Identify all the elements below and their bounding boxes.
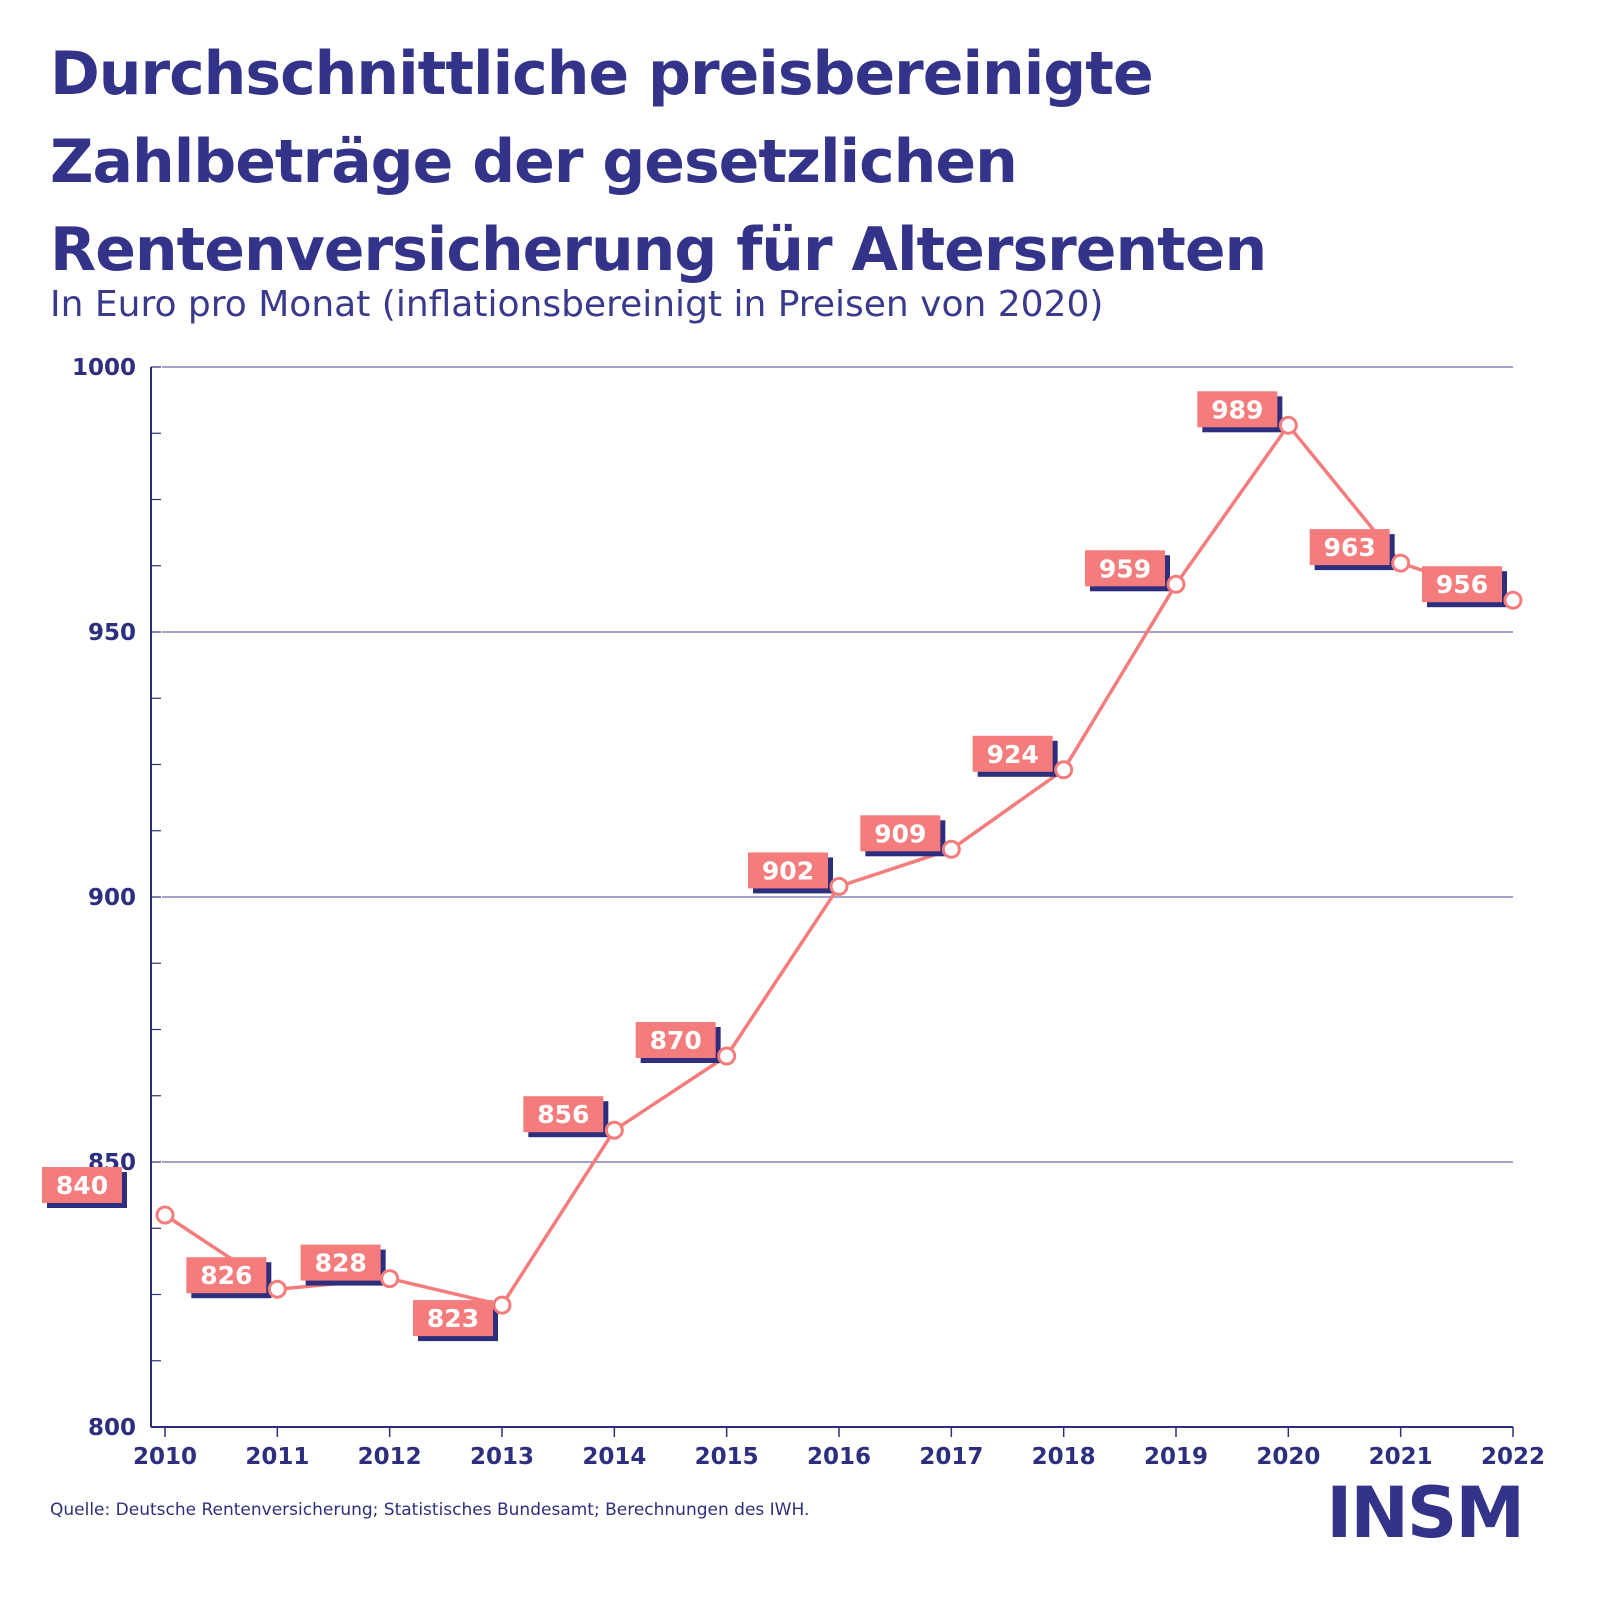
title-line-2: Zahlbeträge der gesetzlichen bbox=[50, 127, 1018, 197]
data-point-2017 bbox=[941, 839, 961, 859]
data-label-box-2014 bbox=[523, 1096, 604, 1133]
x-tick-label-2022: 2022 bbox=[1481, 1444, 1545, 1470]
data-label-box-2013 bbox=[413, 1300, 493, 1337]
data-label-box-2020 bbox=[1197, 391, 1278, 428]
data-point-2021 bbox=[1391, 553, 1411, 573]
data-label-2011: 826 bbox=[200, 1261, 252, 1290]
data-label-2020: 989 bbox=[1211, 395, 1263, 424]
data-label-2021: 963 bbox=[1324, 533, 1376, 562]
x-tick-label-2013: 2013 bbox=[470, 1444, 534, 1470]
x-tick-label-2019: 2019 bbox=[1144, 1444, 1208, 1470]
data-label-2018: 924 bbox=[987, 740, 1039, 769]
data-label-box-2022 bbox=[1422, 566, 1502, 603]
data-label-2014: 856 bbox=[537, 1100, 589, 1129]
x-tick-label-2014: 2014 bbox=[582, 1444, 646, 1470]
x-tick-label-2018: 2018 bbox=[1032, 1444, 1096, 1470]
data-point-2015 bbox=[717, 1046, 737, 1066]
data-point-2014 bbox=[604, 1120, 624, 1140]
x-tick-label-2021: 2021 bbox=[1369, 1444, 1433, 1470]
x-tick-label-2012: 2012 bbox=[358, 1444, 422, 1470]
data-label-2012: 828 bbox=[315, 1249, 367, 1278]
title-line-3: Rentenversicherung für Altersrenten bbox=[50, 215, 1267, 285]
data-label-box-2016 bbox=[748, 852, 828, 889]
data-label-2013: 823 bbox=[427, 1304, 479, 1333]
source-note: Quelle: Deutsche Rentenversicherung; Sta… bbox=[50, 1500, 810, 1520]
data-label-2015: 870 bbox=[650, 1026, 702, 1055]
data-label-2010: 840 bbox=[56, 1171, 108, 1200]
data-label-2022: 956 bbox=[1436, 570, 1488, 599]
y-tick-label-950: 950 bbox=[88, 620, 136, 646]
data-label-box-2012 bbox=[300, 1244, 381, 1281]
x-tick-label-2011: 2011 bbox=[245, 1444, 309, 1470]
data-label-box-2011 bbox=[186, 1257, 267, 1294]
data-label-2019: 959 bbox=[1099, 554, 1151, 583]
data-point-2020 bbox=[1278, 415, 1298, 435]
data-label-box-2017 bbox=[860, 815, 941, 852]
data-point-2013 bbox=[492, 1295, 512, 1315]
y-tick-label-1000: 1000 bbox=[72, 355, 136, 381]
x-tick-label-2020: 2020 bbox=[1256, 1444, 1320, 1470]
data-point-2019 bbox=[1166, 574, 1186, 594]
y-tick-label-800: 800 bbox=[88, 1415, 136, 1441]
data-label-box-2019 bbox=[1085, 550, 1165, 587]
data-point-2011 bbox=[267, 1279, 287, 1299]
x-tick-label-2015: 2015 bbox=[695, 1444, 759, 1470]
data-point-2012 bbox=[380, 1269, 400, 1289]
data-label-2016: 902 bbox=[762, 856, 814, 885]
insm-logo: INSM bbox=[1326, 1472, 1525, 1554]
data-point-2018 bbox=[1054, 760, 1074, 780]
chart-title: Durchschnittliche preisbereinigte Zahlbe… bbox=[50, 30, 1550, 294]
x-tick-label-2017: 2017 bbox=[919, 1444, 983, 1470]
x-tick-label-2016: 2016 bbox=[807, 1444, 871, 1470]
chart-subtitle: In Euro pro Monat (inflationsbereinigt i… bbox=[50, 284, 1104, 325]
data-label-box-2010 bbox=[42, 1167, 122, 1203]
data-label-box-2021 bbox=[1309, 529, 1390, 566]
data-point-2010 bbox=[155, 1205, 175, 1225]
data-label-box-2018 bbox=[972, 735, 1053, 772]
x-tick-label-2010: 2010 bbox=[133, 1444, 197, 1470]
title-line-1: Durchschnittliche preisbereinigte bbox=[50, 39, 1154, 109]
data-label-box-2015 bbox=[635, 1022, 716, 1058]
data-label-2017: 909 bbox=[874, 819, 926, 848]
y-tick-label-900: 900 bbox=[88, 885, 136, 911]
data-point-2016 bbox=[829, 876, 849, 896]
data-point-2022 bbox=[1503, 590, 1523, 610]
